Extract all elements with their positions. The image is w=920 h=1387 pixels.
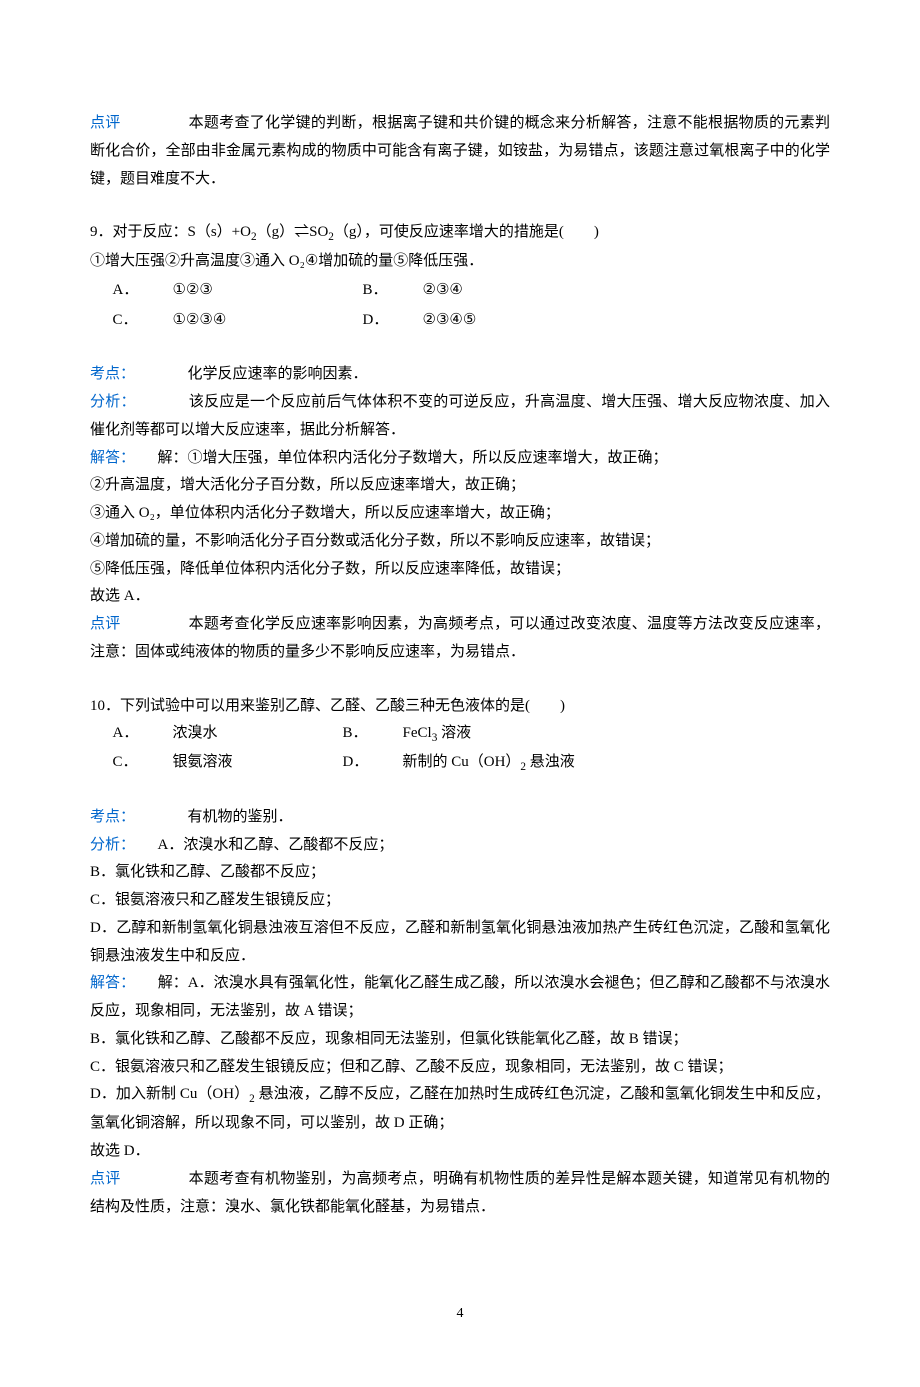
q10-opt-b-label: B． bbox=[343, 720, 403, 749]
q10-fenxi-label: 分析： bbox=[90, 837, 135, 853]
q10-fenxi-p1: A．浓溴水和乙醇、乙酸都不反应； bbox=[158, 837, 394, 853]
q10-fenxi-p4: D．乙醇和新制氢氧化铜悬浊液互溶但不反应，乙醛和新制氢氧化铜悬浊液加热产生砖红色… bbox=[90, 915, 830, 971]
page-number: 4 bbox=[90, 1301, 830, 1327]
q9-jieda-p4: ④增加硫的量，不影响活化分子百分数或活化分子数，所以不影响反应速率，故错误； bbox=[90, 528, 830, 556]
q10-jieda-p3: C．银氨溶液只和乙醛发生银镜反应；但和乙醇、乙酸不反应，现象相同，无法鉴别，故 … bbox=[90, 1054, 830, 1082]
q8-dianping-label: 点评 bbox=[90, 115, 121, 131]
q9-jieda-label: 解答： bbox=[90, 450, 135, 466]
q10-dianping: 点评 本题考查有机物鉴别，为高频考点，明确有机物性质的差异性是解本题关键，知道常… bbox=[90, 1166, 830, 1222]
q10-opt-a-label: A． bbox=[113, 720, 173, 749]
q10-fenxi-p2: B．氯化铁和乙醇、乙酸都不反应； bbox=[90, 859, 830, 887]
q9-kaodian: 考点： 化学反应速率的影响因素． bbox=[90, 361, 830, 389]
q8-dianping-text: 本题考查了化学键的判断，根据离子键和共价键的概念来分析解答，注意不能根据物质的元… bbox=[90, 115, 830, 187]
q10-options-row2: C． 银氨溶液 D． 新制的 Cu（OH）2 悬浊液 bbox=[113, 749, 831, 778]
q10-jieda-p5: 故选 D． bbox=[90, 1138, 830, 1166]
q9-jieda-line1: 解答： 解：①增大压强，单位体积内活化分子数增大，所以反应速率增大，故正确； bbox=[90, 445, 830, 473]
q9-jieda-p1: 解：①增大压强，单位体积内活化分子数增大，所以反应速率增大，故正确； bbox=[158, 450, 668, 466]
q10-dianping-text: 本题考查有机物鉴别，为高频考点，明确有机物性质的差异性是解本题关键，知道常见有机… bbox=[90, 1171, 830, 1215]
q10-kaodian-text: 有机物的鉴别． bbox=[188, 809, 293, 825]
q9-opt-d-label: D． bbox=[363, 306, 423, 336]
q10-dianping-label: 点评 bbox=[90, 1171, 121, 1187]
q10-fenxi-line1: 分析： A．浓溴水和乙醇、乙酸都不反应； bbox=[90, 832, 830, 860]
q9-fenxi: 分析： 该反应是一个反应前后气体体积不变的可逆反应，升高温度、增大压强、增大反应… bbox=[90, 389, 830, 445]
q9-opt-c-val: ①②③④ bbox=[173, 306, 363, 336]
q9-dianping-label: 点评 bbox=[90, 616, 121, 632]
q10-opt-b-val: FeCl3 溶液 bbox=[403, 720, 633, 749]
q9-fenxi-label: 分析： bbox=[90, 394, 136, 410]
q9-opt-b-label: B． bbox=[363, 276, 423, 306]
q10-jieda-p2: B．氯化铁和乙醇、乙酸都不反应，现象相同无法鉴别，但氯化铁能氧化乙醛，故 B 错… bbox=[90, 1026, 830, 1054]
q10-opt-c-label: C． bbox=[113, 749, 173, 778]
q9-fenxi-text: 该反应是一个反应前后气体体积不变的可逆反应，升高温度、增大压强、增大反应物浓度、… bbox=[90, 394, 830, 438]
q9-kaodian-label: 考点： bbox=[90, 366, 135, 382]
q9-kaodian-text: 化学反应速率的影响因素． bbox=[188, 366, 368, 382]
q10-jieda-p4: D．加入新制 Cu（OH）2 悬浊液，乙醇不反应，乙醛在加热时生成砖红色沉淀，乙… bbox=[90, 1081, 830, 1138]
q10-kaodian: 考点： 有机物的鉴别． bbox=[90, 804, 830, 832]
q9-opt-b-val: ②③④ bbox=[423, 276, 613, 306]
q9-jieda-p2: ②升高温度，增大活化分子百分数，所以反应速率增大，故正确； bbox=[90, 472, 830, 500]
q9-opt-d-val: ②③④⑤ bbox=[423, 306, 613, 336]
q9-opt-a-label: A． bbox=[113, 276, 173, 306]
q10-opt-d-label: D． bbox=[343, 749, 403, 778]
q9-dianping-text: 本题考查化学反应速率影响因素，为高频考点，可以通过改变浓度、温度等方法改变反应速… bbox=[90, 616, 830, 660]
q10-opt-a-val: 浓溴水 bbox=[173, 720, 343, 749]
q10-kaodian-label: 考点： bbox=[90, 809, 135, 825]
q9-opt-a-val: ①②③ bbox=[173, 276, 363, 306]
q10-fenxi-p3: C．银氨溶液只和乙醛发生银镜反应； bbox=[90, 887, 830, 915]
q8-dianping: 点评 本题考查了化学键的判断，根据离子键和共价键的概念来分析解答，注意不能根据物… bbox=[90, 110, 830, 193]
q10-jieda-p1: 解：A．浓溴水具有强氧化性，能氧化乙醛生成乙酸，所以浓溴水会褪色；但乙醇和乙酸都… bbox=[90, 975, 830, 1019]
q10-opt-d-val: 新制的 Cu（OH）2 悬浊液 bbox=[403, 749, 633, 778]
q10-jieda-line1: 解答： 解：A．浓溴水具有强氧化性，能氧化乙醛生成乙酸，所以浓溴水会褪色；但乙醇… bbox=[90, 970, 830, 1026]
q10-stem: 10．下列试验中可以用来鉴别乙醇、乙醛、乙酸三种无色液体的是( ) bbox=[90, 693, 830, 721]
q9-options: A． ①②③ B． ②③④ C． ①②③④ D． ②③④⑤ bbox=[113, 276, 831, 336]
q9-stem-line1: 9．对于反应：S（s）+O2（g）⇌SO2（g），可使反应速率增大的措施是( ) bbox=[90, 219, 830, 248]
q9-jieda-p5: ⑤降低压强，降低单位体积内活化分子数，所以反应速率降低，故错误； bbox=[90, 556, 830, 584]
q9-dianping: 点评 本题考查化学反应速率影响因素，为高频考点，可以通过改变浓度、温度等方法改变… bbox=[90, 611, 830, 667]
q9-jieda-p6: 故选 A． bbox=[90, 583, 830, 611]
q9-opt-c-label: C． bbox=[113, 306, 173, 336]
q10-options-row1: A． 浓溴水 B． FeCl3 溶液 bbox=[113, 720, 831, 749]
q10-opt-c-val: 银氨溶液 bbox=[173, 749, 343, 778]
q10-jieda-label: 解答： bbox=[90, 975, 135, 991]
q9-stem-line2: ①增大压强②升高温度③通入 O₂④增加硫的量⑤降低压强． bbox=[90, 248, 830, 276]
q9-jieda-p3: ③通入 O₂，单位体积内活化分子数增大，所以反应速率增大，故正确； bbox=[90, 500, 830, 528]
